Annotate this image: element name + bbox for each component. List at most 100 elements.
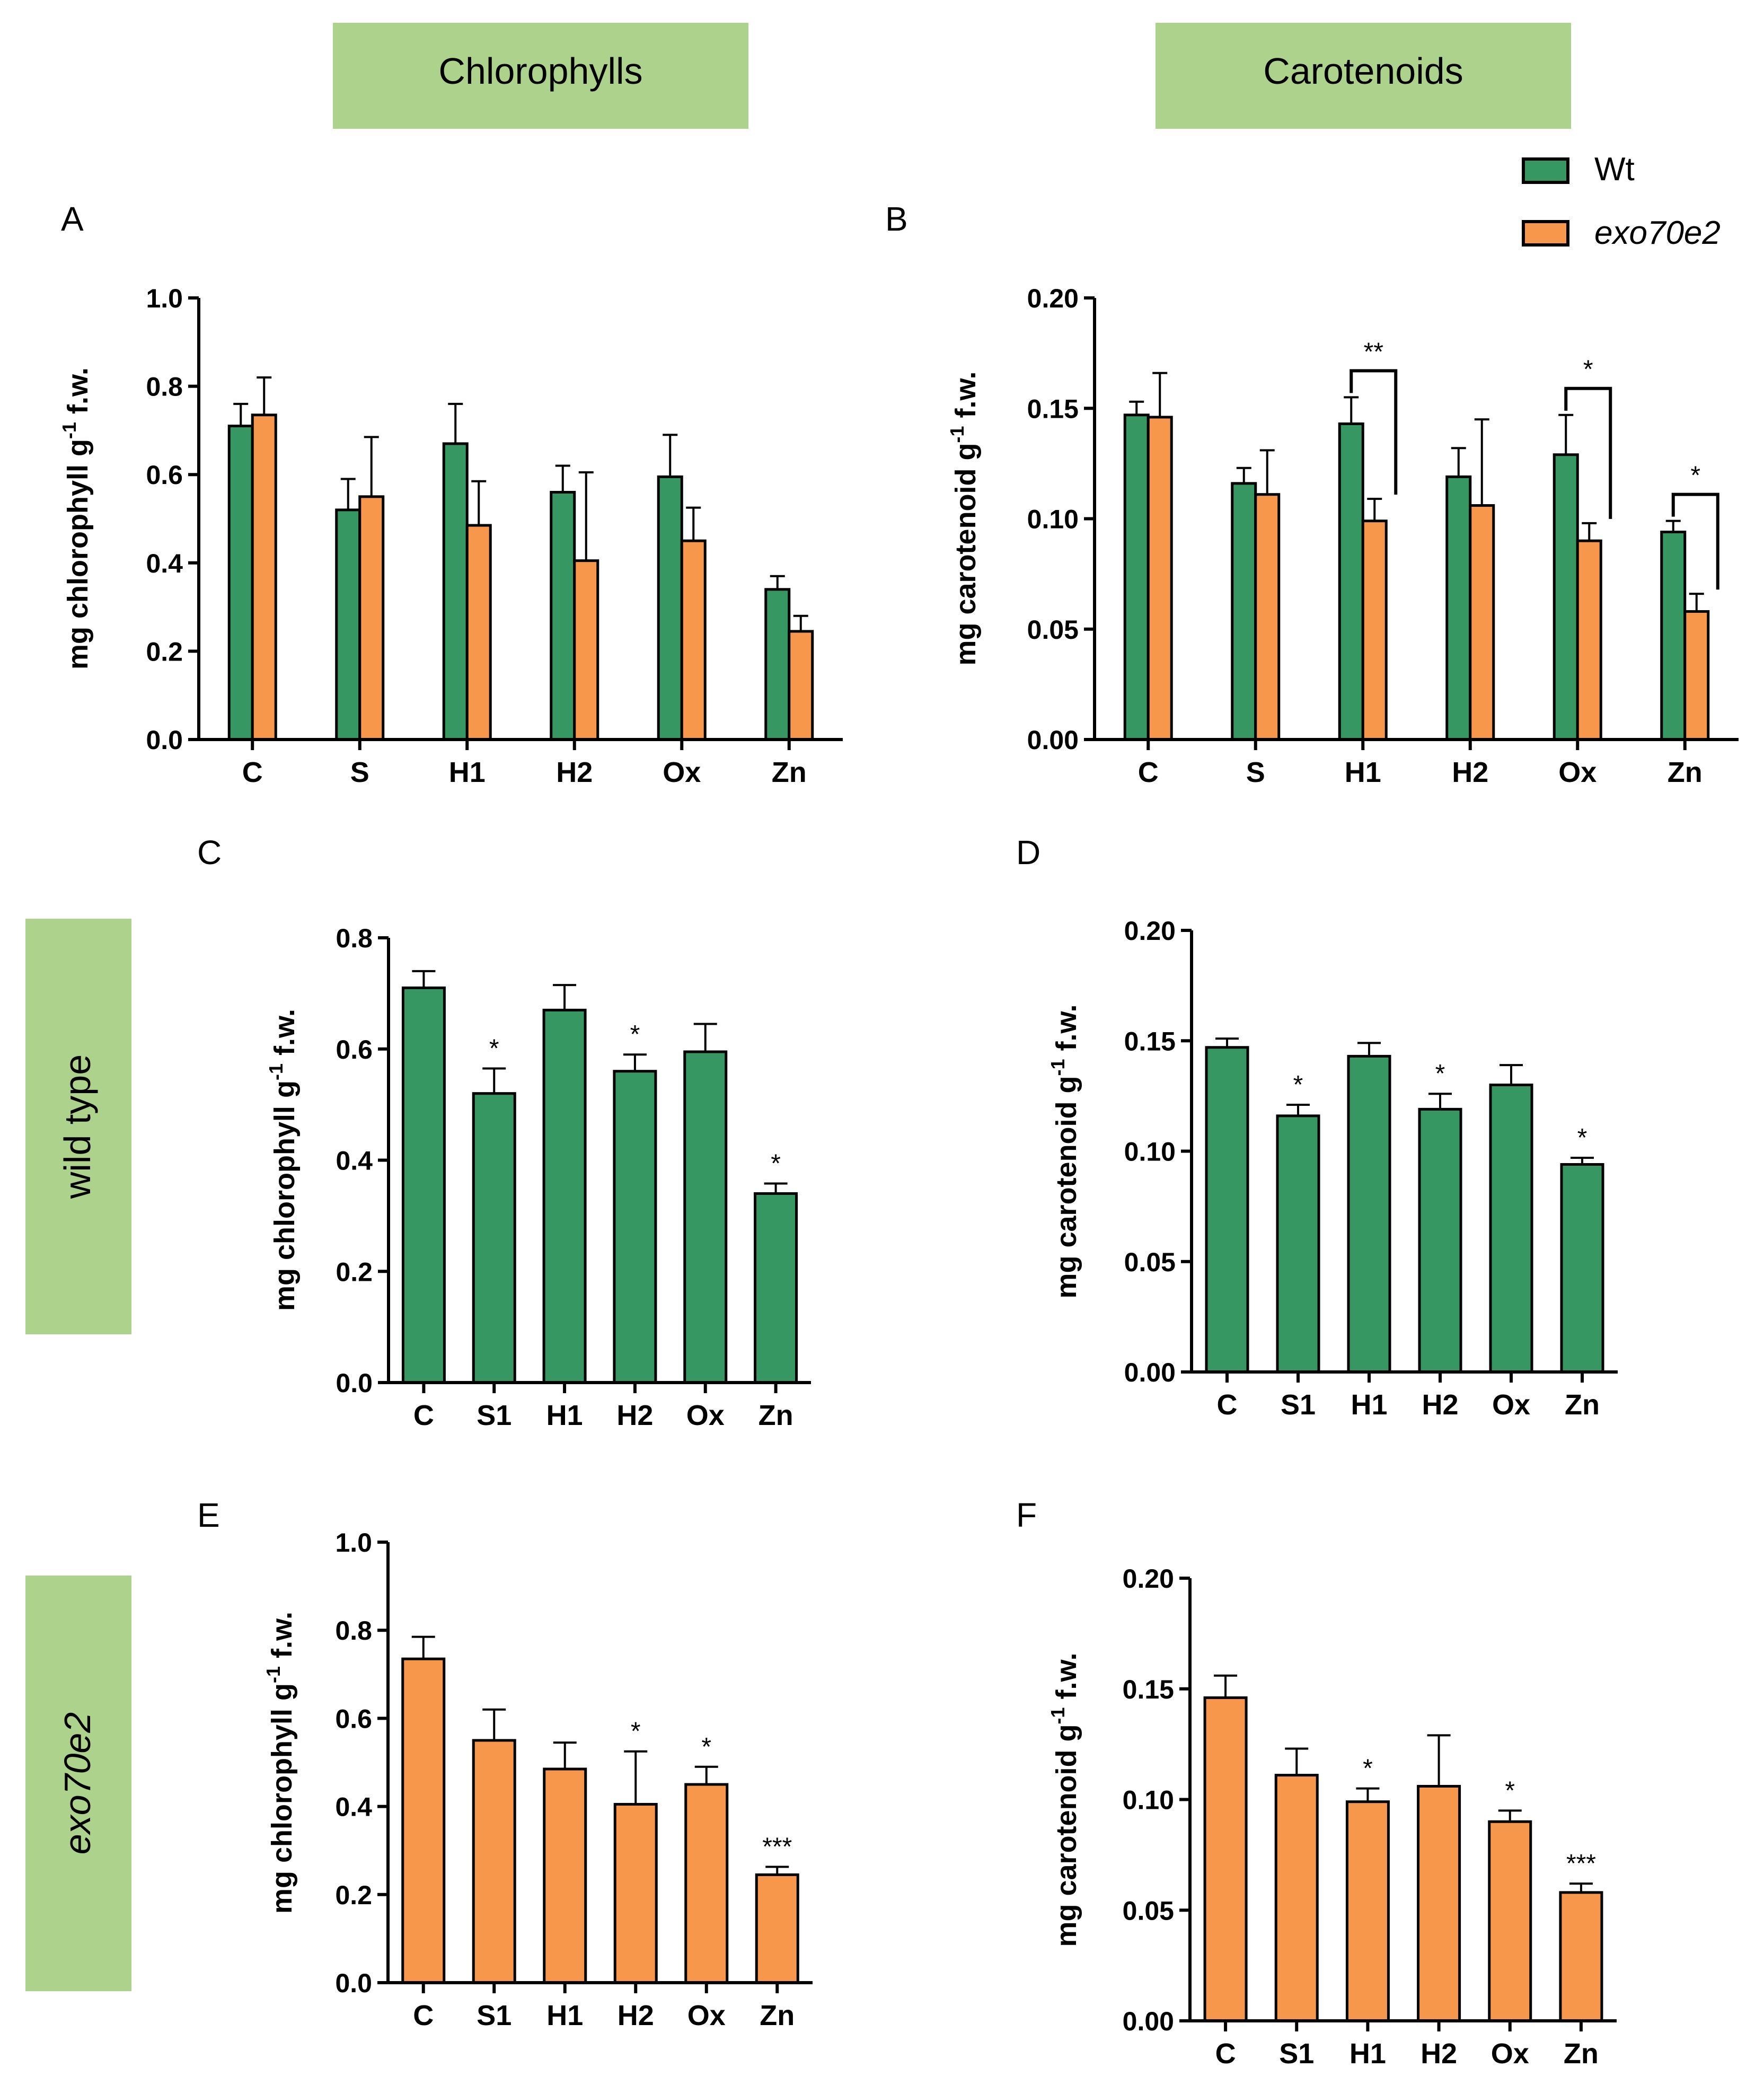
y-tick-label: 0.4 — [336, 1146, 373, 1176]
x-tick-label: Zn — [760, 2000, 795, 2031]
y-axis-label: mg carotenoid g-1 f.w. — [1047, 1004, 1082, 1298]
bar — [1469, 504, 1495, 741]
bar — [1418, 1107, 1462, 1374]
bar — [1254, 493, 1281, 741]
bar — [1560, 1163, 1604, 1374]
x-tick-label: S — [1246, 756, 1265, 788]
bar — [227, 425, 254, 741]
chart-panel-a: Amg chlorophyll g-1 f.w. 0.0 0.2 0.4 0.6 0.8 1… — [58, 200, 843, 788]
significance-bracket — [1671, 492, 1719, 590]
header-box-carotenoids — [1156, 23, 1571, 129]
bar — [472, 1092, 516, 1384]
x-tick-label: H2 — [1422, 1389, 1458, 1421]
significance-mark: * — [1690, 462, 1700, 490]
bar — [442, 442, 469, 741]
bar — [401, 1657, 446, 1984]
y-tick-label: 1.0 — [146, 284, 183, 313]
bar — [680, 539, 707, 741]
bar — [1683, 610, 1710, 741]
y-tick-label: 0.4 — [146, 549, 183, 578]
x-tick-label: C — [1138, 756, 1159, 788]
bar — [1576, 539, 1602, 741]
y-tick-label: 0.15 — [1124, 1026, 1176, 1056]
x-tick-label: S — [350, 756, 369, 788]
significance-mark: *** — [1566, 1850, 1596, 1878]
bar — [764, 588, 791, 741]
x-tick-label: S1 — [1281, 1389, 1316, 1421]
x-tick-label: Zn — [758, 1400, 793, 1431]
y-tick-label: 0.00 — [1123, 2007, 1174, 2036]
x-tick-label: S1 — [477, 2000, 511, 2031]
y-tick-label: 0.2 — [336, 1257, 373, 1287]
significance-bracket — [1564, 386, 1612, 519]
y-tick-label: 0.8 — [335, 1616, 372, 1646]
bar — [1276, 1114, 1320, 1374]
significance-mark: * — [1363, 1755, 1373, 1783]
panel-letter: E — [197, 1496, 220, 1534]
significance-mark: * — [701, 1733, 711, 1761]
x-tick-label: H2 — [1452, 756, 1488, 788]
header-exo70e2: exo70e2 — [57, 1712, 98, 1855]
y-tick-label: 0.20 — [1123, 1564, 1174, 1594]
x-tick-label: Ox — [1491, 2038, 1529, 2070]
x-tick-label: Ox — [663, 756, 701, 788]
bar — [684, 1783, 729, 1984]
bar — [1146, 416, 1173, 741]
legend-label-exo70e2: exo70e2 — [1594, 215, 1721, 251]
chart-panel-b: Bmg carotenoid g-1 f.w. 0.00 0.05 0.10 0.15 0… — [885, 200, 1739, 788]
header-chlorophylls: Chlorophylls — [438, 50, 642, 92]
bar — [1345, 1800, 1390, 2022]
panel-letter: D — [1016, 833, 1040, 872]
x-tick-label: Zn — [1564, 2038, 1599, 2070]
x-tick-label: C — [1217, 1389, 1238, 1421]
y-tick-label: 0.05 — [1124, 1247, 1176, 1277]
x-tick-label: Zn — [772, 756, 807, 788]
y-tick-label: 0.15 — [1027, 394, 1079, 424]
header-box-chlorophylls — [333, 23, 748, 129]
x-tick-label: Ox — [687, 2000, 726, 2031]
x-tick-label: H2 — [1421, 2038, 1457, 2070]
significance-mark: * — [1583, 356, 1593, 384]
y-tick-label: 0.10 — [1124, 1137, 1176, 1167]
bar — [401, 986, 446, 1384]
y-tick-label: 0.0 — [146, 725, 183, 755]
bar — [465, 524, 492, 741]
x-tick-label: H2 — [618, 2000, 654, 2031]
y-tick-label: 0.15 — [1123, 1675, 1174, 1704]
bar — [1559, 1891, 1603, 2022]
y-tick-label: 0.05 — [1027, 615, 1079, 645]
bar — [1231, 482, 1257, 741]
y-axis-label: mg chlorophyll g-1 f.w. — [262, 1612, 298, 1914]
significance-bracket — [1350, 369, 1398, 495]
x-tick-label: H1 — [1351, 1389, 1387, 1421]
significance-mark: * — [489, 1034, 499, 1062]
significance-mark: * — [1435, 1060, 1445, 1088]
y-tick-label: 0.0 — [336, 1368, 373, 1398]
bar — [573, 559, 599, 741]
bar — [755, 1873, 799, 1984]
header-box-wild-type — [25, 919, 131, 1334]
significance-mark: * — [1293, 1071, 1303, 1099]
chart-panel-f: Fmg carotenoid g-1 f.w. 0.00 0.05 0.10 0.15 0… — [1016, 1496, 1617, 2070]
bar — [1205, 1046, 1249, 1374]
y-tick-label: 0.00 — [1124, 1358, 1176, 1387]
y-tick-label: 0.8 — [146, 372, 183, 402]
x-tick-label: C — [1215, 2038, 1236, 2070]
y-tick-label: 0.2 — [335, 1880, 372, 1910]
legend-label-wt: Wt — [1594, 151, 1635, 188]
bar — [1347, 1054, 1391, 1374]
y-axis-label: mg chlorophyll g-1 f.w. — [265, 1009, 301, 1311]
header-wild-type: wild type — [57, 1054, 98, 1199]
y-tick-label: 0.2 — [146, 637, 183, 666]
x-tick-label: C — [413, 2000, 434, 2031]
y-tick-label: 0.6 — [335, 1704, 372, 1734]
significance-mark: * — [630, 1020, 640, 1049]
bar — [1445, 475, 1472, 741]
x-tick-label: H2 — [616, 1400, 653, 1431]
x-tick-label: Ox — [686, 1400, 725, 1431]
significance-mark: * — [631, 1718, 641, 1746]
bar — [1660, 530, 1687, 741]
bar — [1274, 1774, 1319, 2022]
bar — [543, 1767, 587, 1984]
x-tick-label: S1 — [477, 1400, 511, 1431]
